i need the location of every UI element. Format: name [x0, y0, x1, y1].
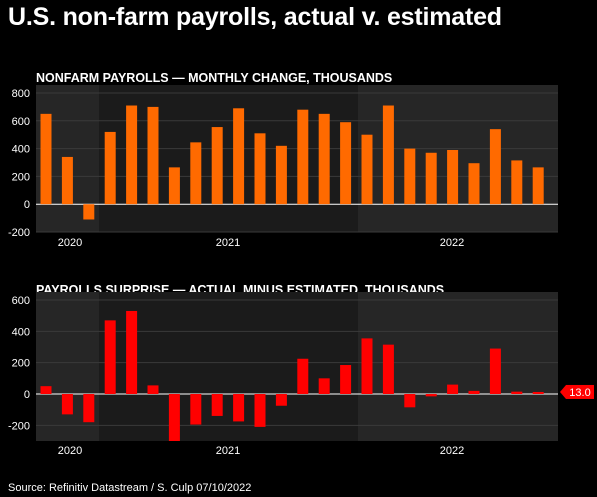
payrolls-y-tick-label: 400 — [12, 144, 30, 156]
payrolls-bar — [532, 167, 544, 205]
payrolls-bar — [447, 149, 459, 205]
payrolls-y-tick-label: 800 — [12, 88, 30, 100]
payrolls-bar — [254, 133, 266, 205]
surprise-bar — [489, 348, 501, 394]
payrolls-bar — [147, 106, 159, 205]
payrolls-bar — [468, 163, 480, 205]
surprise-bar — [168, 394, 180, 441]
surprise-bar — [61, 394, 73, 415]
surprise-bar — [447, 384, 459, 394]
payrolls-bar — [340, 122, 352, 205]
surprise-bar — [361, 338, 373, 394]
surprise-bar — [511, 391, 523, 394]
surprise-bar — [40, 386, 52, 394]
surprise-y-tick-label: 400 — [12, 326, 30, 338]
surprise-bar — [275, 394, 287, 406]
payrolls-bar — [318, 113, 330, 205]
payrolls-y-tick-label: 0 — [24, 199, 30, 211]
payrolls-bar — [126, 105, 138, 205]
payrolls-y-tick-label: -200 — [8, 227, 30, 239]
surprise-x-year-label: 2020 — [58, 445, 82, 457]
surprise-bar — [382, 344, 394, 394]
payrolls-bar — [489, 129, 501, 205]
surprise-bar — [340, 365, 352, 394]
surprise-x-year-label: 2021 — [216, 445, 240, 457]
payrolls-bar — [190, 142, 202, 205]
payrolls-bar — [361, 134, 373, 205]
surprise-last-value-pointer — [560, 384, 566, 399]
surprise-bar — [532, 391, 544, 394]
payrolls-bar — [233, 108, 245, 205]
surprise-bar — [233, 394, 245, 422]
payrolls-chart-title: NONFARM PAYROLLS — MONTHLY CHANGE, THOUS… — [36, 71, 393, 85]
payrolls-x-year-label: 2022 — [440, 237, 464, 249]
source-note: Source: Refinitiv Datastream / S. Culp 0… — [8, 482, 252, 494]
surprise-bar — [254, 394, 266, 427]
payrolls-bar — [61, 156, 73, 205]
surprise-bar — [147, 385, 159, 394]
payrolls-bar — [382, 105, 394, 205]
payrolls-bar — [404, 148, 416, 205]
payrolls-y-tick-label: 200 — [12, 171, 30, 183]
surprise-bar — [318, 378, 330, 394]
surprise-bar — [83, 394, 95, 423]
surprise-bar — [468, 390, 480, 394]
surprise-y-tick-label: 0 — [24, 389, 30, 401]
payrolls-x-year-label: 2020 — [58, 237, 82, 249]
page-title: U.S. non-farm payrolls, actual v. estima… — [8, 3, 502, 31]
surprise-x-year-label: 2022 — [440, 445, 464, 457]
surprise-bar — [126, 310, 138, 394]
surprise-y-tick-label: 600 — [12, 295, 30, 307]
payrolls-bar — [104, 131, 116, 205]
surprise-y-tick-label: 200 — [12, 358, 30, 370]
payrolls-bar — [425, 152, 437, 205]
surprise-y-tick-label: -200 — [8, 420, 30, 432]
surprise-bar — [190, 394, 202, 425]
surprise-last-value-badge — [566, 384, 594, 399]
payrolls-bar — [511, 160, 523, 205]
surprise-last-value-label: 13.0 — [569, 387, 590, 399]
payrolls-x-year-label: 2021 — [216, 237, 240, 249]
payrolls-bar — [275, 145, 287, 205]
surprise-bar — [104, 320, 116, 394]
surprise-bar — [297, 358, 309, 394]
surprise-bar — [425, 394, 437, 397]
payrolls-bar — [40, 113, 52, 205]
surprise-bar — [211, 394, 223, 416]
payrolls-bar — [168, 167, 180, 205]
payrolls-bar — [297, 109, 309, 205]
payrolls-bar — [83, 204, 95, 220]
payrolls-y-tick-label: 600 — [12, 116, 30, 128]
surprise-bar — [404, 394, 416, 408]
payrolls-bar — [211, 127, 223, 205]
